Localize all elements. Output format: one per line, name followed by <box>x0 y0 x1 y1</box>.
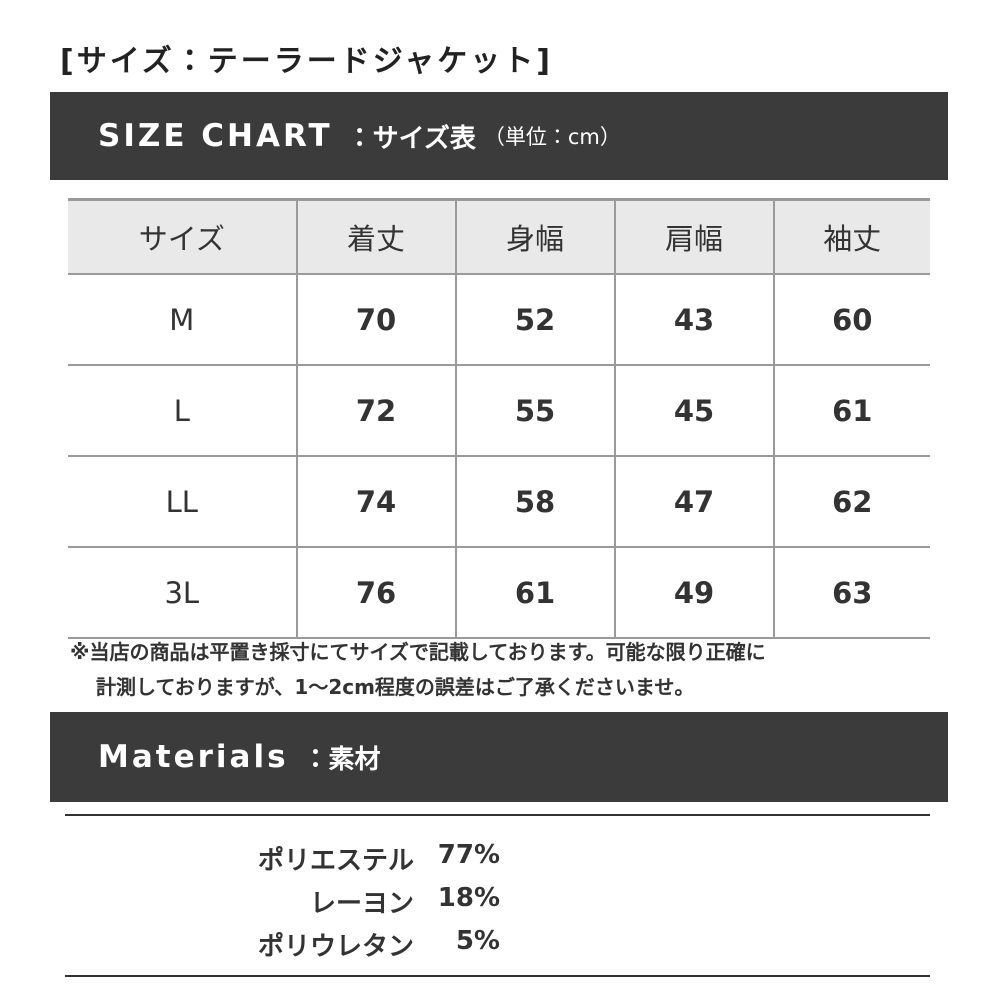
material-name: レーヨン <box>309 889 414 919</box>
header-row: サイズ 着丈 身幅 肩幅 袖丈 <box>68 198 930 275</box>
value-cell: 70 <box>295 273 457 366</box>
value-cell: 52 <box>454 273 616 366</box>
material-row: レーヨン 18% <box>0 883 1000 920</box>
value-cell: 55 <box>454 364 616 457</box>
value-cell: 47 <box>613 455 775 548</box>
note-line: ※当店の商品は平置き採寸にてサイズで記載しております。可能な限り正確に <box>70 640 766 664</box>
value-cell: 62 <box>772 455 930 548</box>
header-unit: （単位：cm） <box>483 125 621 149</box>
value-cell: 45 <box>613 364 775 457</box>
value-cell: 61 <box>454 546 616 639</box>
material-name: ポリウレタン <box>257 932 414 962</box>
size-table: サイズ 着丈 身幅 肩幅 袖丈 M 70 52 43 60 L 72 55 45 61 LL 74 58 47 62 3… <box>68 198 930 639</box>
value-cell: 72 <box>295 364 457 457</box>
header-sub: ：素材 <box>302 744 381 775</box>
table-row: M 70 52 43 60 <box>68 273 930 366</box>
material-name: ポリエステル <box>257 846 414 876</box>
value-cell: 61 <box>772 364 930 457</box>
size-chart-header: SIZE CHART ：サイズ表 （単位：cm） <box>50 92 948 180</box>
value-cell: 63 <box>772 546 930 639</box>
table-row: 3L 76 61 49 63 <box>68 546 930 639</box>
note-line: 計測しておりますが、1〜2cm程度の誤差はご了承くださいませ。 <box>96 675 695 699</box>
header-label: SIZE CHART <box>98 118 333 154</box>
divider <box>65 814 930 816</box>
column-header: 身幅 <box>454 198 616 275</box>
materials-header: Materials ：素材 <box>50 712 948 802</box>
material-row: ポリウレタン 5% <box>0 926 1000 963</box>
table-row: L 72 55 45 61 <box>68 364 930 457</box>
material-row: ポリエステル 77% <box>0 840 1000 877</box>
table-row: LL 74 58 47 62 <box>68 455 930 548</box>
column-header: 着丈 <box>295 198 457 275</box>
spacer <box>500 840 826 877</box>
material-percent: 77% <box>437 840 500 870</box>
material-percent: 18% <box>437 883 500 913</box>
value-cell: 76 <box>295 546 457 639</box>
value-cell: 43 <box>613 273 775 366</box>
value-cell: 60 <box>772 273 930 366</box>
size-cell: L <box>68 364 298 457</box>
column-header: 袖丈 <box>772 198 930 275</box>
value-cell: 49 <box>613 546 775 639</box>
column-header: サイズ <box>68 198 298 275</box>
material-percent: 5% <box>455 926 500 956</box>
spacer <box>500 926 826 963</box>
value-cell: 58 <box>454 455 616 548</box>
divider <box>65 975 930 977</box>
page-title: [サイズ：テーラードジャケット] <box>60 44 554 79</box>
header-label: Materials <box>98 739 289 775</box>
spacer <box>500 883 826 920</box>
value-cell: 74 <box>295 455 457 548</box>
size-cell: 3L <box>68 546 298 639</box>
size-cell: LL <box>68 455 298 548</box>
column-header: 肩幅 <box>613 198 775 275</box>
size-cell: M <box>68 273 298 366</box>
header-sub: ：サイズ表 <box>346 123 476 154</box>
